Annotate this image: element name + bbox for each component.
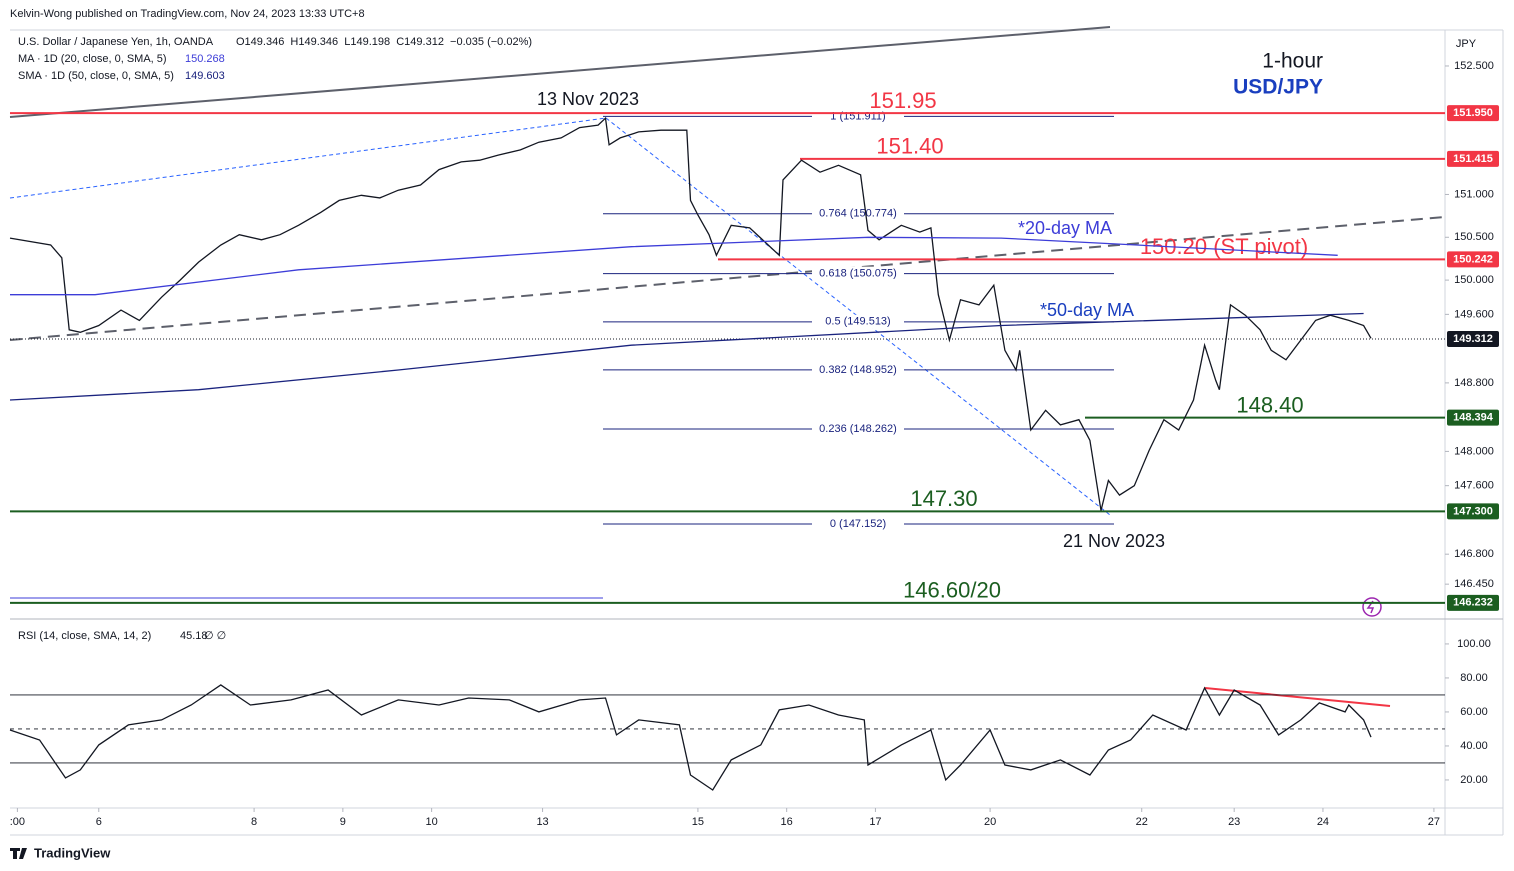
y-tick-label: 149.600 <box>1454 308 1494 320</box>
x-tick-label: 6 <box>96 816 102 828</box>
x-tick-label: 27 <box>1428 816 1440 828</box>
y-tick-label: 100.00 <box>1457 638 1491 650</box>
fib-label: 0.382 (148.952) <box>819 364 897 376</box>
annotation: 13 Nov 2023 <box>537 89 639 109</box>
brand[interactable]: TradingView <box>34 845 111 860</box>
x-tick-label: 16 <box>781 816 793 828</box>
legend-rsi: RSI (14, close, SMA, 14, 2) <box>18 630 151 642</box>
price-label: 147.300 <box>1453 505 1493 517</box>
legend-ohlc: O149.346 H149.346 L149.198 C149.312 −0.0… <box>236 36 532 48</box>
series-line <box>9 312 1364 401</box>
price-label-box <box>1447 150 1499 167</box>
price-label: 151.950 <box>1453 107 1493 119</box>
x-tick-label: :00 <box>10 816 25 828</box>
level-annotation: 151.95 <box>869 88 936 113</box>
level-annotation: 147.30 <box>910 486 977 511</box>
price-label-box <box>1447 503 1499 520</box>
chart-title: 1-hour <box>1262 50 1323 73</box>
legend-symbol: U.S. Dollar / Japanese Yen, 1h, OANDA <box>18 36 214 48</box>
y-tick-label: 148.000 <box>1454 445 1494 457</box>
fib-label: 0.764 (150.774) <box>819 208 897 220</box>
x-tick-label: 9 <box>340 816 346 828</box>
y-tick-label: 151.000 <box>1454 188 1494 200</box>
fib-label-bg <box>812 206 904 221</box>
ma-annotation: *50-day MA <box>1040 300 1134 320</box>
currency-label: JPY <box>1456 38 1477 50</box>
series-line <box>9 684 1372 791</box>
x-tick-label: 17 <box>869 816 881 828</box>
price-label: 151.415 <box>1453 153 1493 165</box>
series-line <box>9 116 1372 511</box>
y-tick-label: 40.00 <box>1460 740 1488 752</box>
channel-line <box>9 26 1111 118</box>
price-label: 146.232 <box>1453 597 1493 609</box>
series-line <box>10 236 1338 296</box>
legend-rsi-extra: ∅ ∅ <box>204 630 226 642</box>
x-tick-label: 10 <box>425 816 437 828</box>
x-tick-label: 22 <box>1136 816 1148 828</box>
fib-label-bg <box>812 362 904 377</box>
ma-annotation: *20-day MA <box>1018 218 1112 238</box>
trend-line <box>9 117 607 199</box>
x-tick-label: 20 <box>984 816 996 828</box>
trend-line <box>9 216 1446 341</box>
price-label: 149.312 <box>1453 333 1493 345</box>
y-tick-label: 150.500 <box>1454 231 1494 243</box>
brand-logo <box>10 848 27 859</box>
fib-label: 0.236 (148.262) <box>819 423 897 435</box>
x-tick-label: 13 <box>536 816 548 828</box>
annotation: 21 Nov 2023 <box>1063 531 1165 551</box>
y-tick-label: 150.000 <box>1454 274 1494 286</box>
y-tick-label: 20.00 <box>1460 774 1488 786</box>
legend-sma: SMA · 1D (50, close, 0, SMA, 5) <box>18 70 174 82</box>
y-tick-label: 147.600 <box>1454 480 1494 492</box>
price-label: 150.242 <box>1453 253 1493 265</box>
x-tick-label: 24 <box>1317 816 1329 828</box>
level-annotation: 151.40 <box>876 134 943 159</box>
price-label-box <box>1447 251 1499 268</box>
y-tick-label: 146.450 <box>1454 578 1494 590</box>
fib-label: 0.618 (150.075) <box>819 268 897 280</box>
level-annotation: 146.60/20 <box>903 578 1001 603</box>
legend-sma-value: 149.603 <box>185 70 225 82</box>
fib-label: 0 (147.152) <box>830 518 886 530</box>
fib-label-bg <box>812 314 904 329</box>
y-tick-label: 152.500 <box>1454 60 1494 72</box>
price-label-box <box>1447 594 1499 611</box>
event-icon-bolt <box>1366 600 1375 614</box>
x-tick-label: 15 <box>692 816 704 828</box>
y-tick-label: 80.00 <box>1460 672 1488 684</box>
price-label-box <box>1447 331 1499 348</box>
legend-ma-value: 150.268 <box>185 53 225 65</box>
price-label-box <box>1447 409 1499 426</box>
legend-rsi-value: 45.18 <box>180 630 208 642</box>
level-annotation: 148.40 <box>1236 392 1303 417</box>
price-label: 148.394 <box>1453 412 1494 424</box>
price-label-box <box>1447 105 1499 122</box>
legend-ma: MA · 1D (20, close, 0, SMA, 5) <box>18 53 167 65</box>
publisher: Kelvin-Wong published on TradingView.com… <box>10 8 365 20</box>
y-tick-label: 60.00 <box>1460 706 1488 718</box>
fib-label: 0.5 (149.513) <box>825 316 890 328</box>
fib-label-bg <box>812 266 904 281</box>
fib-label-bg <box>812 517 904 532</box>
y-tick-label: 146.800 <box>1454 548 1494 560</box>
fib-label-bg <box>812 421 904 436</box>
x-tick-label: 8 <box>251 816 257 828</box>
x-tick-label: 23 <box>1228 816 1240 828</box>
event-icon[interactable] <box>1362 597 1382 617</box>
y-tick-label: 148.800 <box>1454 377 1494 389</box>
chart-subtitle: USD/JPY <box>1233 76 1323 99</box>
